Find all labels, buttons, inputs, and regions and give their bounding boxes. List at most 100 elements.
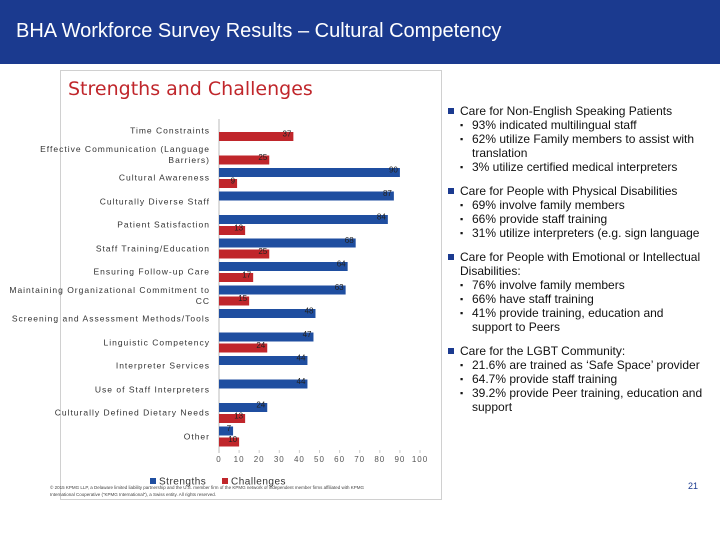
copyright: © 2015 KPMG LLP, a Delaware limited liab… [50, 485, 365, 497]
value-label: 25 [258, 153, 267, 162]
x-tick-label: 80 [374, 455, 385, 464]
page-number: 21 [688, 481, 699, 491]
bullet-heading: Care for People with Physical Disabiliti… [448, 184, 704, 198]
value-label: 24 [256, 401, 265, 410]
bar [219, 191, 394, 201]
bullet-section: Care for the LGBT Community:21.6% are tr… [448, 344, 704, 414]
category-label: Culturally Diverse Staff [99, 196, 210, 206]
value-label: 44 [297, 377, 306, 386]
category-label: Ensuring Follow-up Care [93, 266, 210, 277]
chart-title: Strengths and Challenges [68, 78, 313, 100]
x-tick-label: 70 [354, 455, 365, 464]
value-label: 44 [297, 354, 306, 363]
value-label: 13 [234, 412, 243, 421]
value-label: 63 [335, 283, 344, 292]
value-label: 37 [282, 130, 291, 139]
bar [219, 296, 250, 306]
bullet-item: 31% utilize interpreters (e.g. sign lang… [448, 226, 704, 240]
bullet-list: Care for Non-English Speaking Patients93… [448, 104, 704, 424]
bullet-item: 3% utilize certified medical interpreter… [448, 160, 704, 174]
x-tick-label: 30 [274, 455, 285, 464]
bar [219, 215, 388, 224]
legend-swatch [222, 478, 228, 484]
value-label: 48 [305, 307, 314, 316]
bullet-section: Care for Non-English Speaking Patients93… [448, 104, 704, 174]
bullet-section: Care for People with Emotional or Intell… [448, 250, 704, 334]
x-tick-label: 60 [334, 455, 345, 464]
value-label: 68 [345, 236, 354, 245]
bar [219, 309, 316, 318]
category-label: Cultural Awareness [118, 172, 210, 183]
category-label: Use of Staff Interpreters [94, 384, 210, 394]
category-label: Interpreter Services [115, 360, 210, 371]
value-label: 24 [256, 341, 265, 350]
bullet-item: 69% involve family members [448, 198, 704, 212]
legend-label: Strengths [159, 477, 206, 488]
x-tick-label: 50 [314, 455, 325, 464]
slide-title: BHA Workforce Survey Results – Cultural … [16, 20, 502, 42]
category-label: Maintaining Organizational Commitment to… [9, 284, 210, 306]
bar [219, 226, 246, 235]
bar [219, 343, 268, 353]
bar [219, 168, 400, 177]
value-label: 64 [337, 260, 346, 269]
bar [219, 273, 254, 282]
bullet-heading: Care for Non-English Speaking Patients [448, 104, 704, 118]
bar [219, 179, 238, 188]
value-label: 17 [242, 271, 251, 280]
category-label: Time Constraints [130, 125, 210, 136]
bar [219, 426, 234, 436]
value-label: 13 [234, 224, 243, 233]
bullet-item: 62% utilize Family members to assist wit… [448, 132, 704, 160]
bar [219, 356, 308, 365]
bar [219, 285, 346, 295]
bullet-item: 76% involve family members [448, 278, 704, 292]
value-label: 84 [377, 213, 386, 222]
value-label: 25 [258, 247, 267, 256]
x-tick-label: 20 [254, 455, 265, 464]
bullet-heading: Care for People with Emotional or Intell… [448, 250, 704, 278]
bar [219, 262, 348, 271]
bar [219, 379, 308, 389]
bar [219, 155, 270, 165]
bar [219, 403, 268, 412]
category-label: Screening and Assessment Methods/Tools [11, 313, 210, 324]
value-label: 87 [383, 189, 392, 198]
bar [219, 437, 240, 447]
category-label: Other [183, 431, 210, 441]
value-label: 9 [231, 177, 236, 186]
x-tick-label: 90 [394, 455, 405, 464]
bullet-item: 66% provide staff training [448, 212, 704, 226]
value-label: 7 [227, 424, 232, 433]
bar [219, 238, 356, 248]
category-label: Culturally Defined Dietary Needs [54, 407, 210, 418]
bullet-section: Care for People with Physical Disabiliti… [448, 184, 704, 240]
category-label: Effective Communication (Language Barrie… [40, 143, 210, 165]
value-label: 47 [303, 330, 312, 339]
bullet-item: 41% provide training, education and supp… [448, 306, 704, 334]
x-tick-label: 40 [294, 455, 305, 464]
category-label: Linguistic Competency [103, 337, 210, 347]
title-band [0, 0, 720, 64]
x-tick-label: 100 [412, 455, 428, 464]
bullet-item: 39.2% provide Peer training, education a… [448, 386, 704, 414]
value-label: 90 [389, 166, 398, 175]
legend-swatch [150, 478, 156, 484]
x-tick-label: 0 [216, 455, 221, 464]
x-tick-label: 10 [234, 455, 245, 464]
bar [219, 132, 294, 141]
value-label: 10 [228, 435, 237, 444]
category-label: Staff Training/Education [95, 243, 210, 253]
chart-frame [60, 70, 442, 500]
value-label: 15 [238, 294, 247, 303]
bar [219, 332, 314, 342]
bar [219, 414, 246, 423]
bar [219, 249, 270, 259]
legend-label: Challenges [231, 477, 286, 488]
bullet-heading: Care for the LGBT Community: [448, 344, 704, 358]
bullet-item: 21.6% are trained as ‘Safe Space’ provid… [448, 358, 704, 372]
bullet-item: 66% have staff training [448, 292, 704, 306]
category-label: Patient Satisfaction [117, 219, 210, 230]
